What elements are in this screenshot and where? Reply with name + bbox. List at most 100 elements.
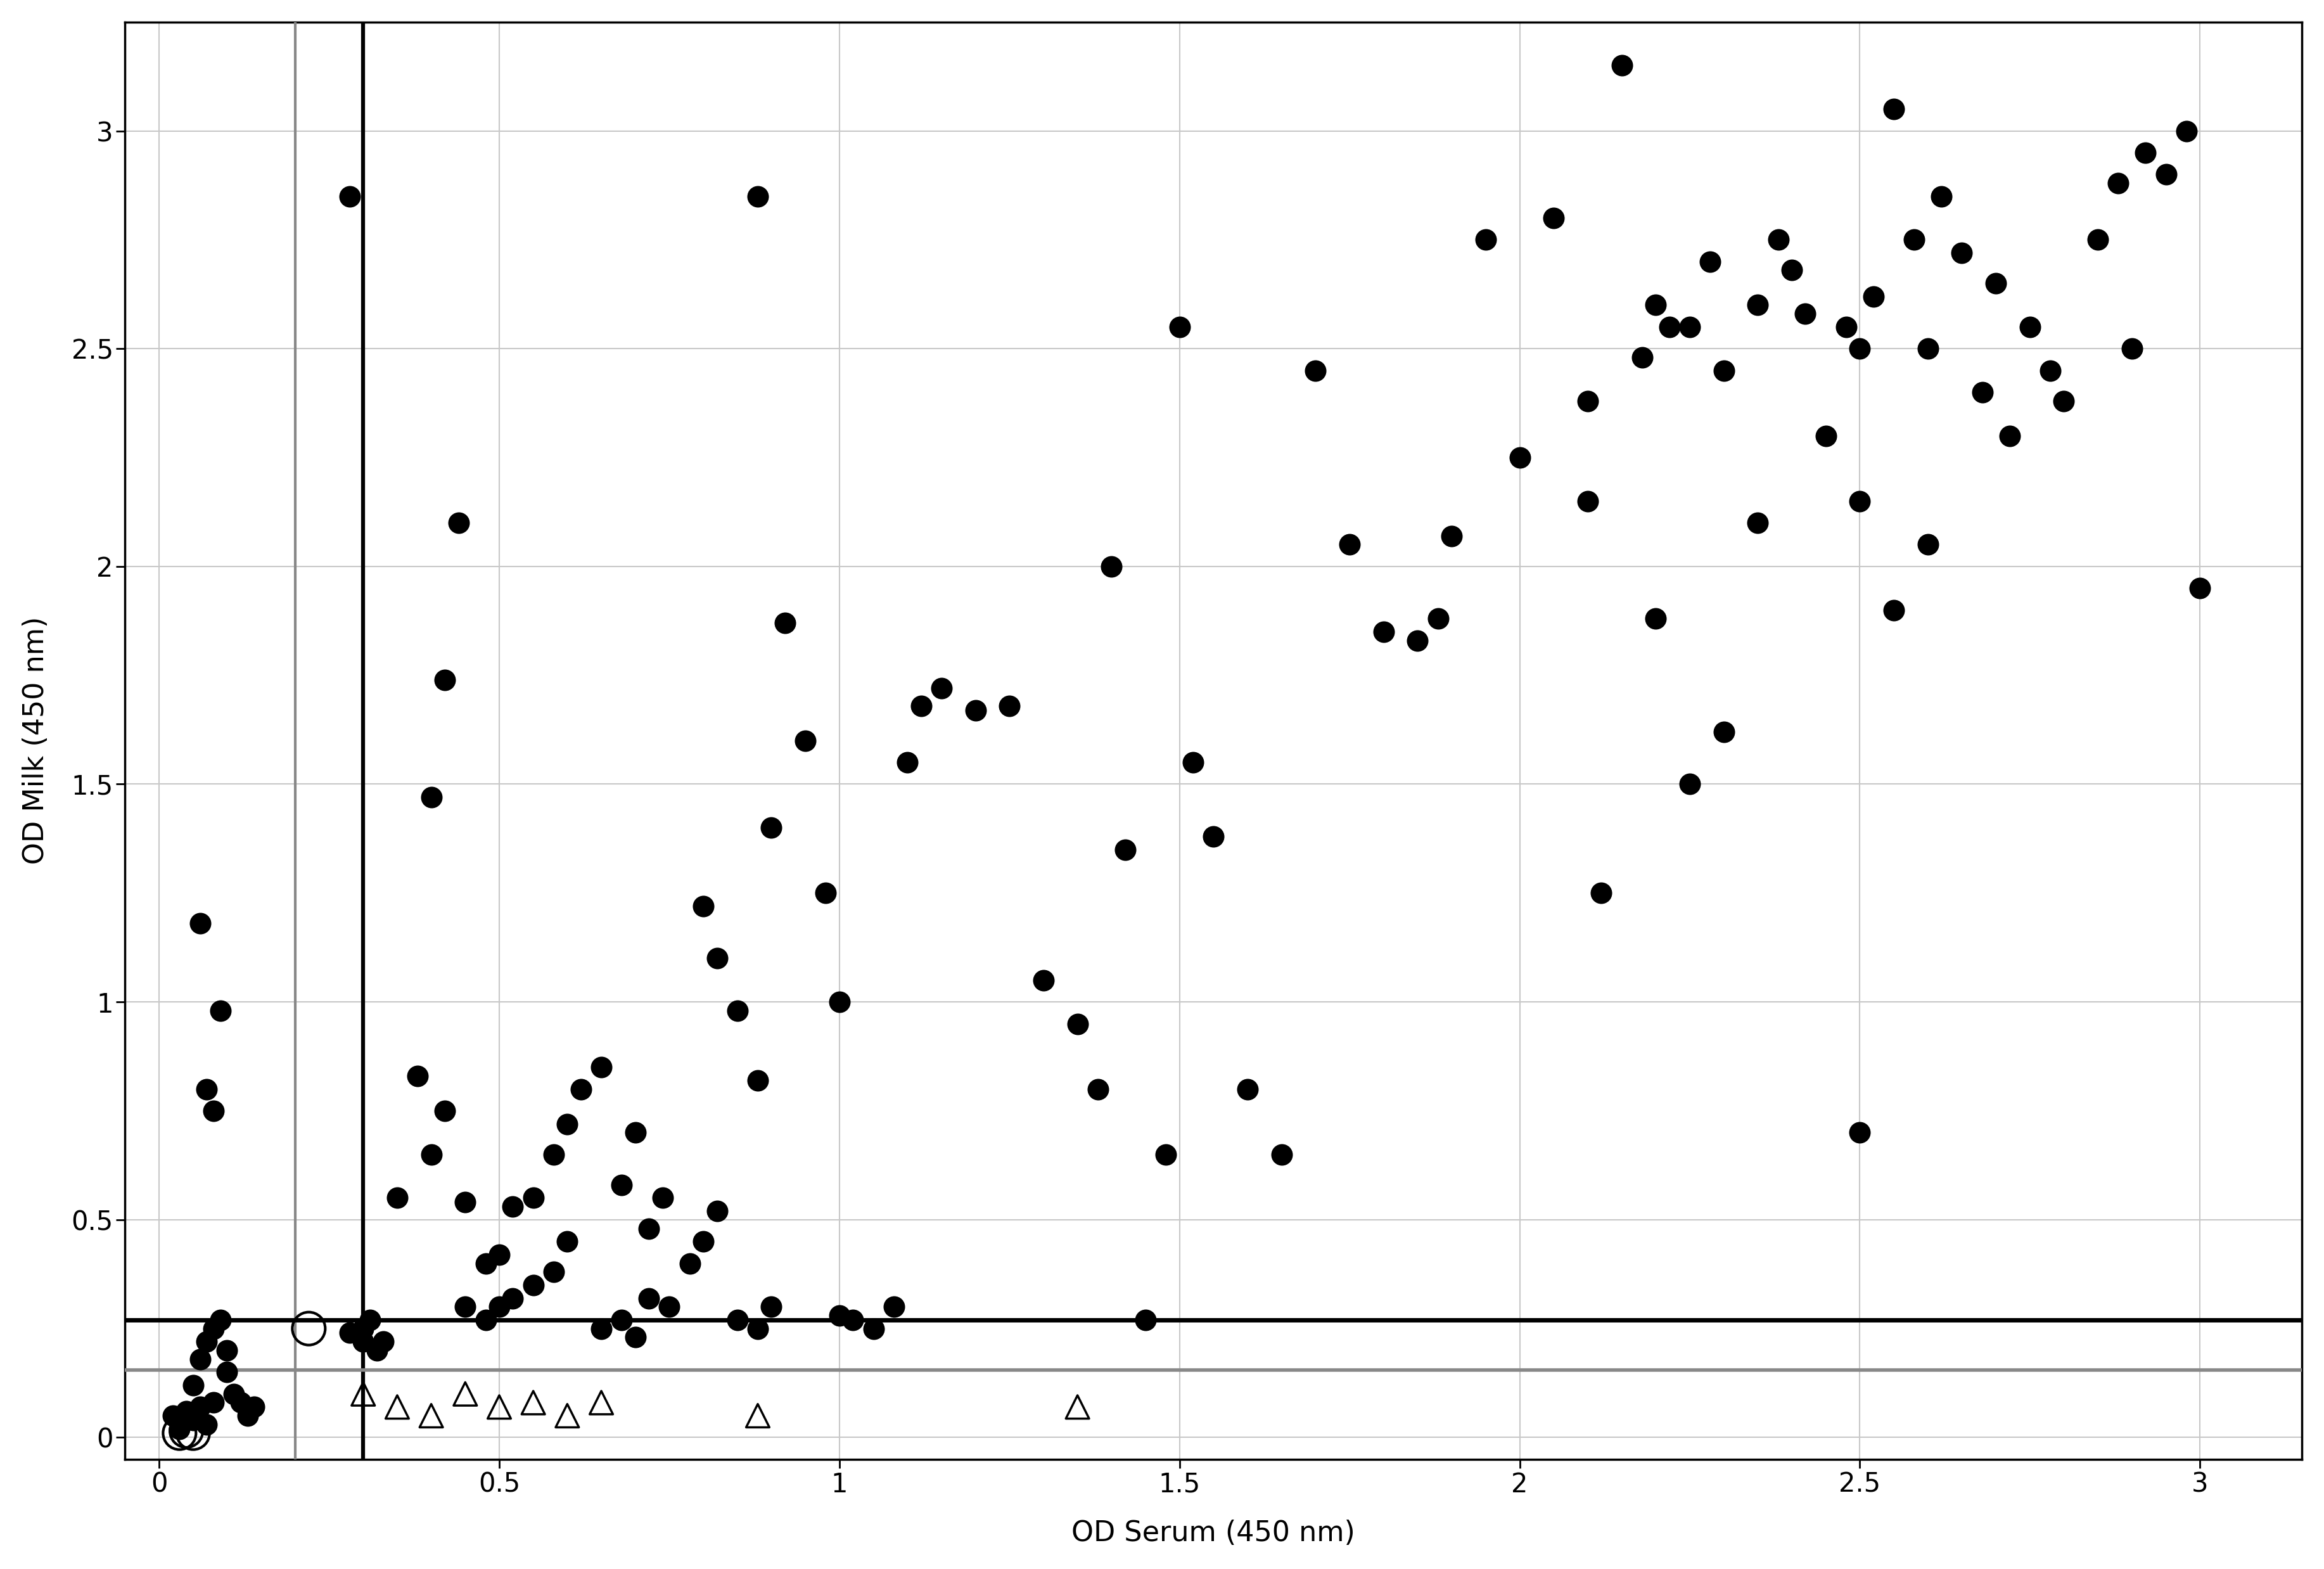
Point bbox=[344, 1329, 381, 1354]
Point bbox=[1910, 532, 1948, 557]
Point bbox=[425, 667, 462, 692]
Point bbox=[1855, 284, 1892, 309]
Point bbox=[414, 784, 451, 810]
Point bbox=[202, 998, 239, 1023]
Point bbox=[351, 1307, 388, 1332]
Point bbox=[358, 1338, 395, 1363]
Point bbox=[604, 1172, 641, 1197]
Point bbox=[160, 1417, 198, 1442]
Point bbox=[548, 1403, 586, 1428]
Point bbox=[616, 1324, 653, 1349]
Point bbox=[2147, 162, 2185, 187]
Point bbox=[1964, 380, 2001, 405]
Point bbox=[174, 1420, 211, 1445]
X-axis label: OD Serum (450 nm): OD Serum (450 nm) bbox=[1071, 1520, 1355, 1547]
Point bbox=[2031, 358, 2068, 383]
Point bbox=[514, 1390, 551, 1415]
Point bbox=[174, 1373, 211, 1398]
Point bbox=[718, 1307, 755, 1332]
Point bbox=[414, 1403, 451, 1428]
Point bbox=[834, 1307, 871, 1332]
Point bbox=[788, 728, 825, 753]
Point bbox=[1943, 240, 1980, 265]
Point bbox=[686, 1229, 723, 1254]
Point bbox=[1922, 184, 1959, 209]
Point bbox=[535, 1260, 572, 1285]
Point bbox=[446, 1189, 483, 1214]
Point bbox=[365, 1329, 402, 1354]
Point bbox=[2045, 389, 2082, 414]
Point bbox=[235, 1395, 272, 1420]
Point bbox=[1827, 314, 1864, 339]
Point bbox=[495, 1194, 532, 1219]
Point bbox=[923, 676, 960, 701]
Point bbox=[604, 1307, 641, 1332]
Point bbox=[290, 1316, 328, 1341]
Point bbox=[1759, 228, 1796, 253]
Point bbox=[1773, 257, 1810, 282]
Point bbox=[1078, 1076, 1116, 1101]
Point bbox=[514, 1186, 551, 1211]
Point bbox=[379, 1186, 416, 1211]
Point bbox=[1332, 532, 1369, 557]
Point bbox=[1671, 772, 1708, 797]
Point bbox=[481, 1243, 518, 1268]
Point bbox=[1604, 53, 1641, 78]
Point bbox=[188, 1329, 225, 1354]
Point bbox=[1229, 1076, 1267, 1101]
Point bbox=[1875, 97, 1913, 122]
Point bbox=[1787, 301, 1824, 326]
Point bbox=[1297, 358, 1334, 383]
Point bbox=[223, 1390, 260, 1415]
Point bbox=[160, 1420, 198, 1445]
Point bbox=[1692, 249, 1729, 275]
Point bbox=[820, 990, 858, 1015]
Point bbox=[739, 1068, 776, 1094]
Point bbox=[181, 912, 218, 937]
Point bbox=[1060, 1010, 1097, 1036]
Point bbox=[330, 1321, 367, 1346]
Point bbox=[1195, 824, 1232, 849]
Point bbox=[718, 998, 755, 1023]
Point bbox=[202, 1307, 239, 1332]
Point bbox=[806, 880, 844, 905]
Point bbox=[1262, 1142, 1299, 1167]
Point bbox=[446, 1294, 483, 1320]
Point bbox=[1636, 606, 1673, 631]
Point bbox=[1569, 389, 1606, 414]
Point bbox=[1025, 968, 1062, 993]
Point bbox=[1841, 1120, 1878, 1145]
Point bbox=[1808, 424, 1845, 449]
Point bbox=[330, 184, 367, 209]
Point bbox=[1174, 750, 1211, 775]
Point bbox=[535, 1142, 572, 1167]
Point bbox=[739, 1316, 776, 1341]
Point bbox=[686, 894, 723, 919]
Point bbox=[697, 1199, 734, 1224]
Point bbox=[1127, 1307, 1164, 1332]
Point bbox=[514, 1272, 551, 1298]
Point bbox=[1148, 1142, 1185, 1167]
Point bbox=[195, 1390, 232, 1415]
Point bbox=[188, 1412, 225, 1437]
Point bbox=[2168, 118, 2205, 143]
Point bbox=[195, 1316, 232, 1341]
Point bbox=[446, 1381, 483, 1406]
Point bbox=[1583, 880, 1620, 905]
Point bbox=[414, 1142, 451, 1167]
Point bbox=[1992, 424, 2029, 449]
Point bbox=[630, 1216, 667, 1241]
Point bbox=[467, 1307, 504, 1332]
Point bbox=[1536, 206, 1573, 231]
Point bbox=[425, 1098, 462, 1123]
Point bbox=[1896, 228, 1934, 253]
Point bbox=[174, 1407, 211, 1432]
Point bbox=[644, 1186, 681, 1211]
Point bbox=[1162, 314, 1199, 339]
Point bbox=[439, 510, 476, 535]
Point bbox=[195, 1098, 232, 1123]
Point bbox=[1399, 628, 1436, 653]
Point bbox=[1841, 336, 1878, 361]
Point bbox=[902, 693, 939, 719]
Point bbox=[1434, 524, 1471, 549]
